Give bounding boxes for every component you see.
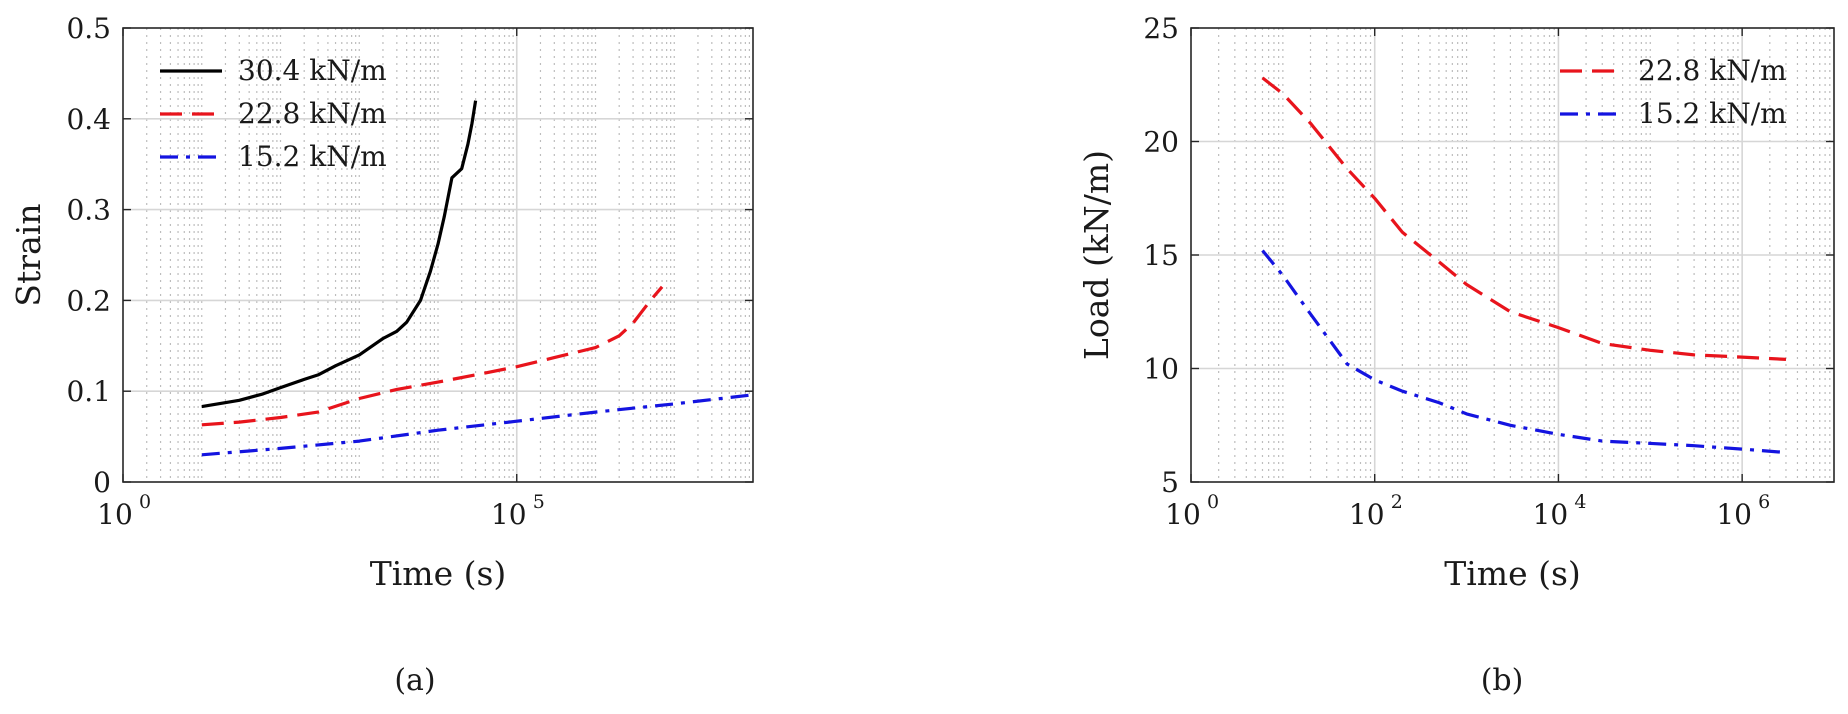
legend-label: 15.2 kN/m [238,140,387,173]
x-tick-exponent: 2 [1391,491,1403,513]
x-tick-label: 10 [491,498,527,531]
legend-label: 15.2 kN/m [1638,97,1787,130]
legend-label: 30.4 kN/m [238,54,387,87]
grid [1191,28,1834,482]
series-line-2 [201,285,664,427]
x-tick-label: 10 [1349,498,1385,531]
x-tick-exponent: 0 [1207,491,1219,513]
legend: 22.8 kN/m 15.2 kN/m [1560,54,1787,130]
x-axis-label: Time (s) [1444,554,1581,593]
y-tick-label: 0.5 [66,12,111,45]
x-tick-exponent: 4 [1574,491,1586,513]
series-line-2 [1261,249,1787,455]
y-tick-label: 0.1 [66,375,111,408]
x-tick-label: 10 [1716,498,1752,531]
x-axis-label: Time (s) [370,554,507,593]
series-line-1 [201,100,478,409]
y-tick-label: 20 [1143,126,1179,159]
y-axis-label: Load (kN/m) [1077,150,1116,360]
y-tick-label: 0.3 [66,194,111,227]
axes-box [122,27,754,483]
grid [123,28,753,482]
x-tick-exponent: 6 [1758,491,1770,513]
x-tick-label: 10 [1533,498,1569,531]
y-tick-label: 15 [1143,239,1179,272]
y-tick-label: 5 [1161,466,1179,499]
y-tick-label: 0.4 [66,103,111,136]
series-line-3 [201,393,754,457]
series-line-1 [1261,76,1787,361]
y-tick-label: 25 [1143,12,1179,45]
x-tick-exponent: 5 [533,491,545,513]
x-tick-exponent: 0 [139,491,151,513]
x-tick-label: 10 [1165,498,1201,531]
y-tick-label: 10 [1143,353,1179,386]
legend: 30.4 kN/m 22.8 kN/m 15.2 kN/m [160,54,387,173]
caption-b: (b) [1481,663,1524,698]
legend-label: 22.8 kN/m [1638,54,1787,87]
y-axis-label: Strain [9,203,48,306]
legend-label: 22.8 kN/m [238,97,387,130]
y-tick-label: 0.2 [66,284,111,317]
y-tick-label: 0 [93,466,111,499]
caption-a: (a) [394,663,435,698]
x-tick-label: 10 [97,498,133,531]
